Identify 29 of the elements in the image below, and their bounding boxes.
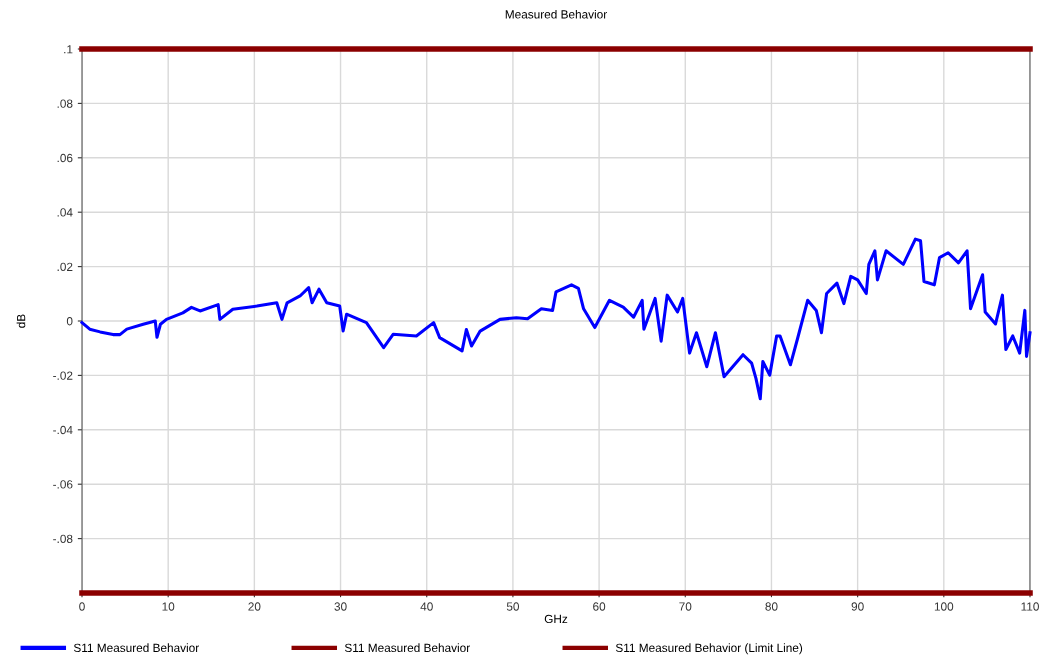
y-tick-label: -.04 [53,425,73,435]
x-tick-label: 80 [765,602,778,611]
y-tick-label: .1 [64,45,73,54]
x-tick-label: 60 [593,602,606,611]
x-tick-label: 0 [79,602,85,611]
x-tick-label: 70 [679,602,692,611]
y-axis-title: dB [16,314,26,328]
y-tick-label: 0 [66,317,73,326]
y-tick-label: .02 [57,262,73,271]
y-tick-label: -.02 [53,371,73,380]
x-tick-label: 50 [506,602,520,611]
y-tick-label: -.08 [53,534,73,543]
y-tick-label: .08 [57,99,73,108]
y-tick-label: .04 [57,208,73,217]
x-tick-label: 40 [420,602,433,611]
x-tick-label: 20 [248,602,261,611]
line-series [80,237,1032,401]
legend-label: S11 Measured Behavior [344,643,470,653]
x-axis-title: GHz [544,614,568,624]
x-tick-label: 30 [334,602,347,611]
legend-label: S11 Measured Behavior (Limit Line) [615,643,803,655]
chart-title: Measured Behavior [505,9,607,19]
x-tick-label: 90 [851,602,864,611]
x-tick-label: 110 [1021,602,1039,611]
y-tick-label: -.06 [53,480,73,489]
legend-label: S11 Measured Behavior [73,643,199,653]
y-tick-label: .06 [57,153,73,163]
x-tick-label: 10 [162,602,175,611]
x-tick-label: 100 [934,602,954,611]
